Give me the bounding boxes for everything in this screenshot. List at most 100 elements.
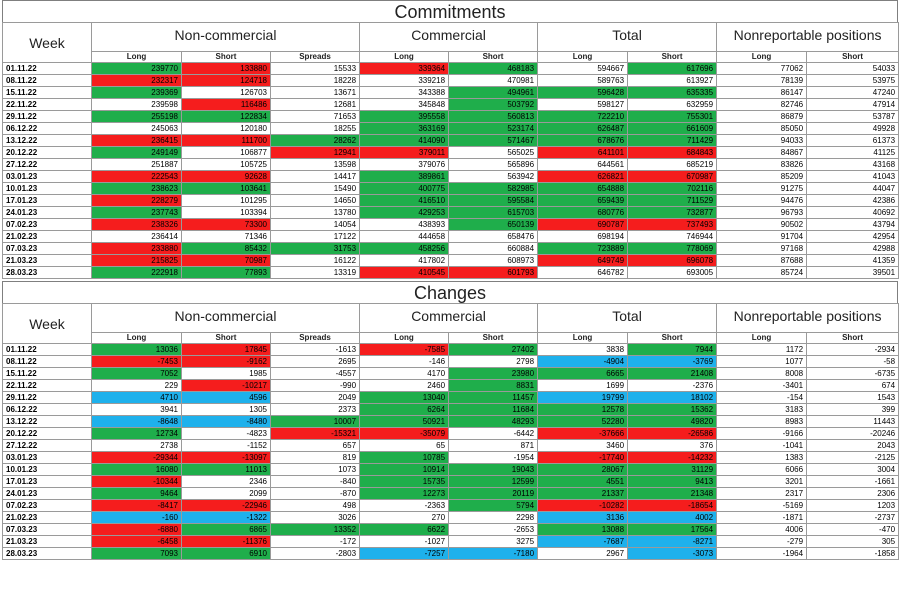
total-long-cell: 690787 bbox=[537, 218, 629, 231]
spreads-cell: 17122 bbox=[269, 230, 361, 243]
commercial-short-cell: 582985 bbox=[448, 182, 539, 195]
total-long-cell: 598127 bbox=[537, 98, 629, 111]
total-short-cell: 732877 bbox=[627, 206, 718, 219]
nonreportable-long-header: Long bbox=[716, 51, 808, 63]
commercial-short-cell: 11684 bbox=[448, 403, 539, 416]
week-date-cell: 20.12.22 bbox=[2, 427, 92, 440]
week-date-cell: 21.03.23 bbox=[2, 254, 92, 267]
noncommercial-short-cell: 126703 bbox=[181, 86, 271, 99]
table-row: 27.12.22 251887 105725 13598 379076 565896 644… bbox=[2, 158, 900, 171]
noncommercial-long-cell: 4710 bbox=[91, 391, 182, 404]
commercial-long-cell: 379076 bbox=[359, 158, 450, 171]
table-row: 28.03.23 222918 77893 13319 410545 601793 6467… bbox=[2, 266, 900, 279]
spreads-cell: 2695 bbox=[269, 355, 361, 368]
total-long-cell: 654888 bbox=[537, 182, 629, 195]
total-short-cell: 711529 bbox=[627, 194, 718, 207]
total-long-header: Long bbox=[537, 332, 629, 344]
noncommercial-long-cell: 238623 bbox=[91, 182, 182, 195]
nonreportable-header: Nonreportable positions bbox=[716, 22, 900, 52]
noncommercial-long-cell: 239598 bbox=[91, 98, 182, 111]
total-short-cell: 702116 bbox=[627, 182, 718, 195]
noncommercial-long-cell: 239770 bbox=[91, 62, 182, 75]
week-date-cell: 07.03.23 bbox=[2, 523, 92, 536]
nonreportable-long-cell: 96793 bbox=[716, 206, 808, 219]
total-long-cell: -4904 bbox=[537, 355, 629, 368]
week-date-cell: 29.11.22 bbox=[2, 110, 92, 123]
week-date-cell: 29.11.22 bbox=[2, 391, 92, 404]
nonreportable-header: Nonreportable positions bbox=[716, 303, 900, 333]
nonreportable-long-cell: -1041 bbox=[716, 439, 808, 452]
noncommercial-long-cell: 239369 bbox=[91, 86, 182, 99]
total-short-cell: 693005 bbox=[627, 266, 718, 279]
commitments-rows: 01.11.22 239770 133880 15533 339364 468183 594… bbox=[2, 62, 900, 279]
commitments-title: Commitments bbox=[2, 0, 898, 22]
nonreportable-short-cell: -58 bbox=[806, 355, 900, 368]
noncommercial-long-cell: 236415 bbox=[91, 134, 182, 147]
spreads-cell: 2373 bbox=[269, 403, 361, 416]
total-long-cell: 594667 bbox=[537, 62, 629, 75]
commercial-long-cell: 10785 bbox=[359, 451, 450, 464]
commercial-long-cell: 270 bbox=[359, 511, 450, 524]
commercial-long-cell: 339218 bbox=[359, 74, 450, 87]
total-long-cell: 3838 bbox=[537, 343, 629, 356]
commercial-short-header: Short bbox=[448, 51, 539, 63]
week-date-cell: 28.03.23 bbox=[2, 266, 92, 279]
total-long-cell: 649749 bbox=[537, 254, 629, 267]
commercial-long-cell: -35079 bbox=[359, 427, 450, 440]
nonreportable-short-cell: -20246 bbox=[806, 427, 900, 440]
commercial-short-cell: 660884 bbox=[448, 242, 539, 255]
noncommercial-header: Non-commercial bbox=[90, 303, 361, 333]
total-long-cell: 1699 bbox=[537, 379, 629, 392]
commercial-short-cell: 523174 bbox=[448, 122, 539, 135]
table-row: 08.11.22 -7453 -9162 2695 -146 2798 -4904 -3769… bbox=[2, 355, 900, 368]
total-long-cell: -10282 bbox=[537, 499, 629, 512]
total-short-cell: 661609 bbox=[627, 122, 718, 135]
table-row: 10.01.23 16080 11013 1073 10914 19043 28067 311… bbox=[2, 463, 900, 476]
commercial-short-cell: 8831 bbox=[448, 379, 539, 392]
noncommercial-short-cell: 1985 bbox=[181, 367, 271, 380]
nonreportable-short-cell: 39501 bbox=[806, 266, 900, 279]
commercial-short-cell: -7180 bbox=[448, 547, 539, 560]
spreads-cell: 13352 bbox=[269, 523, 361, 536]
week-date-cell: 06.12.22 bbox=[2, 403, 92, 416]
nonreportable-long-cell: 1077 bbox=[716, 355, 808, 368]
commercial-short-cell: 615703 bbox=[448, 206, 539, 219]
total-long-cell: -17740 bbox=[537, 451, 629, 464]
total-short-cell: 746944 bbox=[627, 230, 718, 243]
table-row: 28.03.23 7093 6910 -2803 -7257 -7180 2967 -3073… bbox=[2, 547, 900, 560]
spreads-cell: -840 bbox=[269, 475, 361, 488]
commercial-short-cell: -2653 bbox=[448, 523, 539, 536]
commercial-long-cell: -7257 bbox=[359, 547, 450, 560]
table-row: 06.12.22 245063 120180 18255 363169 523174 626… bbox=[2, 122, 900, 135]
noncommercial-long-header: Long bbox=[91, 332, 182, 344]
nonreportable-short-cell: 54033 bbox=[806, 62, 900, 75]
total-short-cell: 376 bbox=[627, 439, 718, 452]
noncommercial-short-cell: 133880 bbox=[181, 62, 271, 75]
noncommercial-long-cell: -7453 bbox=[91, 355, 182, 368]
noncommercial-short-cell: 103394 bbox=[181, 206, 271, 219]
nonreportable-long-cell: 94033 bbox=[716, 134, 808, 147]
nonreportable-short-cell: 44047 bbox=[806, 182, 900, 195]
noncommercial-long-cell: 222918 bbox=[91, 266, 182, 279]
table-row: 24.01.23 237743 103394 13780 429253 615703 680… bbox=[2, 206, 900, 219]
nonreportable-long-cell: 2317 bbox=[716, 487, 808, 500]
total-long-cell: 21337 bbox=[537, 487, 629, 500]
noncommercial-short-cell: -9162 bbox=[181, 355, 271, 368]
commercial-short-cell: 23980 bbox=[448, 367, 539, 380]
spreads-cell: 3026 bbox=[269, 511, 361, 524]
nonreportable-long-cell: 94476 bbox=[716, 194, 808, 207]
noncommercial-long-cell: -6458 bbox=[91, 535, 182, 548]
noncommercial-short-cell: 2346 bbox=[181, 475, 271, 488]
nonreportable-long-cell: -1964 bbox=[716, 547, 808, 560]
total-long-cell: 644561 bbox=[537, 158, 629, 171]
total-short-cell: 737493 bbox=[627, 218, 718, 231]
commercial-short-cell: 503792 bbox=[448, 98, 539, 111]
commercial-long-cell: 13040 bbox=[359, 391, 450, 404]
total-short-cell: 613927 bbox=[627, 74, 718, 87]
commercial-short-cell: 560813 bbox=[448, 110, 539, 123]
total-short-cell: 4002 bbox=[627, 511, 718, 524]
total-short-cell: 15362 bbox=[627, 403, 718, 416]
week-date-cell: 20.12.22 bbox=[2, 146, 92, 159]
noncommercial-short-cell: -13097 bbox=[181, 451, 271, 464]
total-long-cell: -37666 bbox=[537, 427, 629, 440]
